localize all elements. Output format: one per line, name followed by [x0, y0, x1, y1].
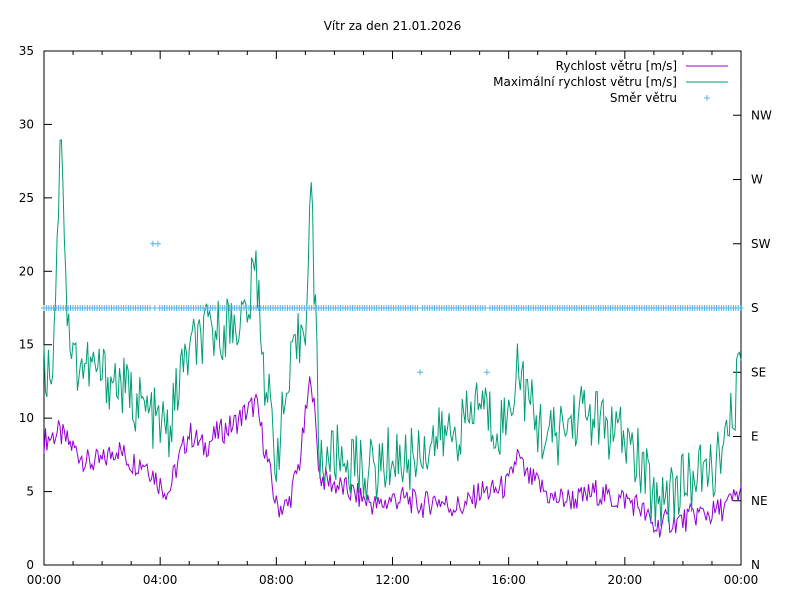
- legend-label-wind-speed: Rychlost větru [m/s]: [556, 59, 677, 73]
- y-tick-label: 35: [19, 44, 34, 58]
- y-tick-label: 15: [19, 338, 34, 352]
- x-tick-label: 12:00: [375, 573, 410, 587]
- x-axis-ticks: 00:00 04:00 08:00 12:00 16:00 20:00 00:00: [27, 51, 759, 587]
- y2-axis-ticks: N NE E SE S SW W NW: [733, 108, 772, 572]
- series-layer: [41, 139, 744, 538]
- y-tick-label: 25: [19, 191, 34, 205]
- legend-label-wind-direction: Směr větru: [610, 91, 677, 105]
- chart-title: Vítr za den 21.01.2026: [324, 19, 462, 33]
- y2-tick-label: E: [751, 430, 759, 444]
- y2-tick-label: S: [751, 301, 759, 315]
- legend: Rychlost větru [m/s] Maximální rychlost …: [493, 59, 728, 105]
- direction-point: [737, 305, 744, 311]
- x-tick-label: 00:00: [724, 573, 759, 587]
- direction-point-outlier: [483, 369, 490, 376]
- legend-swatch-2: [704, 95, 710, 101]
- y2-tick-label: NE: [751, 494, 768, 508]
- y2-tick-label: W: [751, 173, 763, 187]
- series-line-0: [43, 376, 742, 538]
- y-tick-label: 20: [19, 264, 34, 278]
- y-tick-label: 30: [19, 117, 34, 131]
- y-tick-label: 5: [26, 485, 34, 499]
- legend-label-max-wind-speed: Maximální rychlost větru [m/s]: [493, 75, 677, 89]
- direction-point-outlier: [154, 240, 161, 247]
- x-tick-label: 20:00: [608, 573, 643, 587]
- x-tick-label: 04:00: [143, 573, 178, 587]
- series-points-direction: [41, 240, 744, 376]
- direction-point-outlier: [417, 369, 424, 376]
- y2-tick-label: SW: [751, 237, 771, 251]
- x-tick-label: 00:00: [27, 573, 62, 587]
- x-tick-label: 16:00: [491, 573, 526, 587]
- y-tick-label: 10: [19, 411, 34, 425]
- y2-tick-label: SE: [751, 365, 766, 379]
- y2-tick-label: NW: [751, 108, 772, 122]
- x-tick-label: 08:00: [259, 573, 294, 587]
- series-line-1: [43, 139, 742, 527]
- y-axis-ticks: 0 5 10 15 20 25 30 35: [19, 44, 52, 572]
- y2-tick-label: N: [751, 558, 760, 572]
- y-tick-label: 0: [26, 558, 34, 572]
